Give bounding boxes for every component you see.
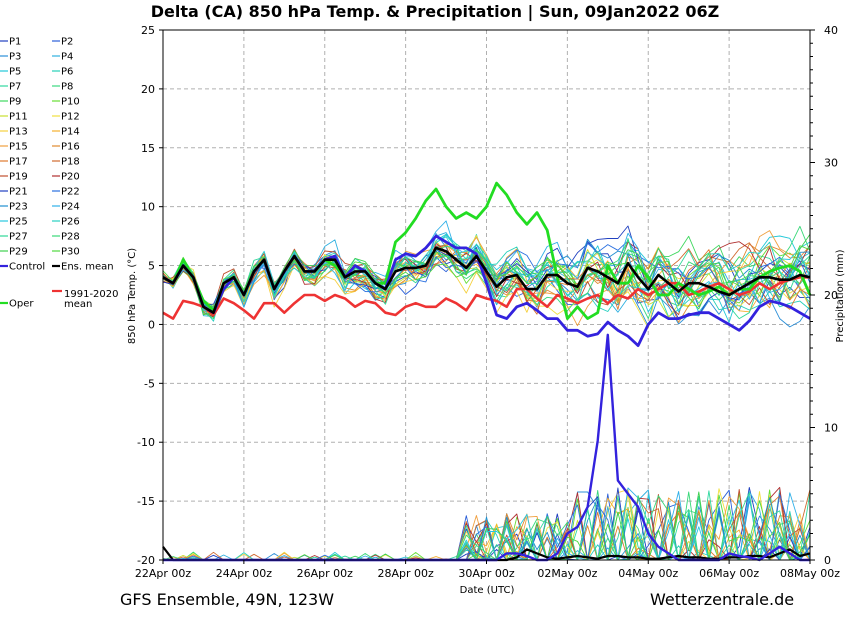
legend-label: P18 — [61, 157, 80, 168]
legend-label: P6 — [61, 67, 73, 78]
y-tick-label: 25 — [141, 24, 155, 37]
y-tick-label: 0 — [148, 318, 155, 331]
x-tick-label: 28Apr 00z — [377, 567, 434, 580]
y-tick-label: -5 — [144, 377, 155, 390]
legend-label: P27 — [9, 232, 28, 243]
x-axis-label: Date (UTC) — [460, 585, 515, 596]
y2-tick-label: 10 — [824, 422, 838, 435]
legend-label: P2 — [61, 37, 73, 48]
member-line-p13 — [162, 246, 811, 316]
legend-label: Control — [9, 262, 45, 273]
legend-label: P21 — [9, 187, 28, 198]
legend: P1 P2 P3 P4 P5 P6 P7 P8 P9 P10 P11 P12 P13 P14 P15 P16 P… — [0, 37, 119, 310]
legend-label: P30 — [61, 247, 80, 258]
legend-label: Oper — [9, 299, 34, 310]
legend-label: P3 — [9, 52, 21, 63]
legend-label: Ens. mean — [61, 262, 114, 273]
legend-label: P4 — [61, 52, 73, 63]
y-tick-label: 15 — [141, 142, 155, 155]
x-tick-label: 26Apr 00z — [297, 567, 354, 580]
legend-label: P11 — [9, 112, 28, 123]
legend-label: P28 — [61, 232, 80, 243]
x-tick-label: 06May 00z — [699, 567, 759, 580]
series-line-1991-2020-mean — [162, 275, 810, 320]
y2-axis: 0 10 20 30 40 — [810, 24, 838, 567]
legend-label: P20 — [61, 172, 80, 183]
legend-label: P7 — [9, 82, 21, 93]
legend-label: P22 — [61, 187, 80, 198]
y2-tick-label: 40 — [824, 24, 838, 37]
legend-label: P15 — [9, 142, 28, 153]
x-tick-label: 22Apr 00z — [135, 567, 192, 580]
x-tick-label: 30Apr 00z — [458, 567, 515, 580]
legend-label: P25 — [9, 217, 28, 228]
legend-label: P29 — [9, 247, 28, 258]
footer-source: GFS Ensemble, 49N, 123W — [120, 590, 334, 609]
y-axis-label: 850 hPa Temp. (°C) — [127, 248, 138, 344]
legend-label: P24 — [61, 202, 80, 213]
y-tick-label: -15 — [137, 495, 155, 508]
legend-label: P5 — [9, 67, 21, 78]
legend-label: P14 — [61, 127, 80, 138]
legend-label: 1991-2020 — [64, 289, 119, 300]
member-line-p25 — [162, 236, 811, 313]
y-tick-label: 10 — [141, 201, 155, 214]
member-line-p26 — [162, 234, 811, 322]
y2-tick-label: 20 — [824, 289, 838, 302]
y2-tick-label: 0 — [824, 554, 831, 567]
legend-label: P9 — [9, 97, 21, 108]
legend-label: P16 — [61, 142, 80, 153]
x-axis: 22Apr 00z 24Apr 00z 26Apr 00z 28Apr 00z 30Ap… — [135, 560, 840, 580]
legend-label: P17 — [9, 157, 28, 168]
legend-label: P13 — [9, 127, 28, 138]
y-axis: -20 -15 -10 -5 0 5 10 15 20 25 — [137, 24, 163, 567]
y-tick-label: 5 — [148, 260, 155, 273]
y2-tick-label: 30 — [824, 157, 838, 170]
legend-label: P26 — [61, 217, 80, 228]
legend-label: P19 — [9, 172, 28, 183]
legend-label: P23 — [9, 202, 28, 213]
y2-axis-label: Precipitation (mm) — [835, 249, 846, 342]
x-tick-label: 24Apr 00z — [216, 567, 273, 580]
grid — [163, 30, 810, 560]
y-tick-label: 20 — [141, 83, 155, 96]
legend-label: P8 — [61, 82, 73, 93]
legend-label: mean — [64, 299, 92, 310]
footer-site: Wetterzentrale.de — [650, 590, 794, 609]
legend-label: P10 — [61, 97, 80, 108]
highlight-series — [162, 181, 812, 562]
chart-title: Delta (CA) 850 hPa Temp. & Precipitation… — [151, 2, 720, 22]
x-tick-label: 08May 00z — [780, 567, 840, 580]
legend-label: P1 — [9, 37, 21, 48]
y-tick-label: -10 — [137, 436, 155, 449]
x-tick-label: 04May 00z — [618, 567, 678, 580]
legend-label: P12 — [61, 112, 80, 123]
y-tick-label: -20 — [137, 554, 155, 567]
x-tick-label: 02May 00z — [537, 567, 597, 580]
series-line-ens-mean — [162, 246, 811, 315]
